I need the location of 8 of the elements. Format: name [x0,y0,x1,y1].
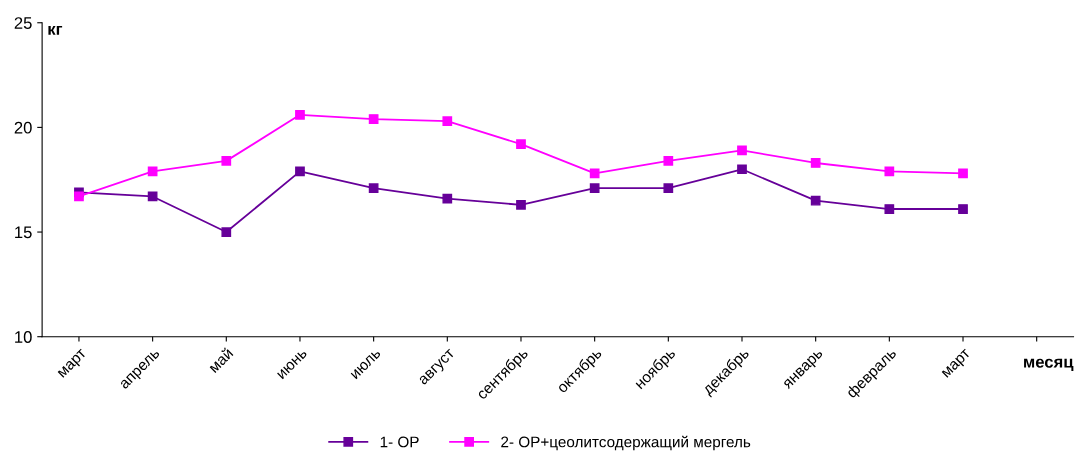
legend-label: 1- ОР [380,436,419,448]
y-axis-title: кг [48,26,63,35]
y-tick-label: 15 [15,226,32,239]
y-tick-label: 20 [14,121,32,134]
y-tick-label: 25 [14,17,32,29]
x-axis-title: месяц [1024,358,1074,371]
y-tick-label: 10 [15,331,32,343]
legend-label: 2- ОР+цеолитсодержащий мергель [501,435,751,451]
